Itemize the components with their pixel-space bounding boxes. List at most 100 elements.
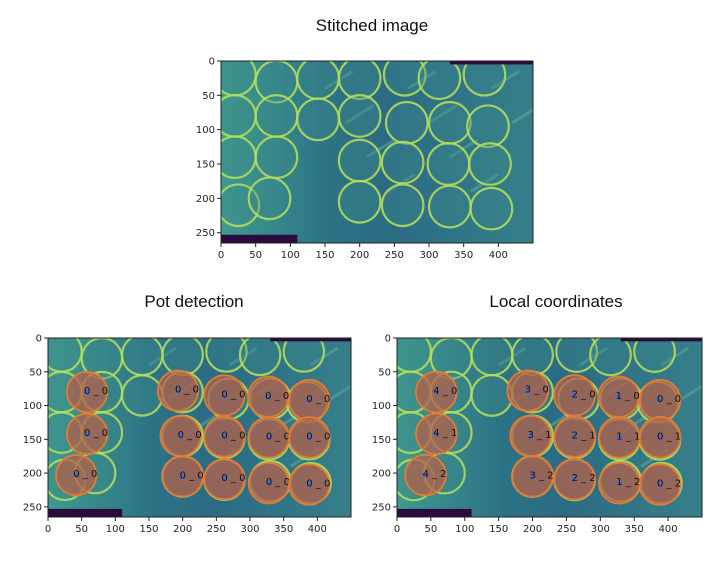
pot-ring: [337, 138, 382, 183]
y-tick-label: 250: [196, 228, 215, 239]
pot-label: 0 _ 0: [266, 431, 290, 442]
pot-ring: [470, 338, 514, 377]
plot-area: 0 50 100 150 200 250 300 350 400 0 50 100 150 200 250: [196, 57, 534, 261]
y-tick-label: 100: [23, 401, 42, 412]
pot-ring: [397, 338, 432, 373]
leaf-streak: [579, 346, 608, 367]
pot-detection: 0 _ 0: [203, 458, 246, 501]
x-tick-label: 200: [350, 250, 369, 261]
pot-detection: 0 _ 0: [247, 462, 290, 505]
pot-center-point: [175, 388, 181, 394]
pot-label: 0 _ 0: [84, 428, 108, 439]
pot-label: 0 _ 0: [221, 473, 245, 484]
pot-detection: 2 _ 2: [553, 457, 596, 501]
pot-detection: 0 _ 0: [156, 369, 200, 412]
pot-label: 4 _ 1: [433, 428, 457, 439]
pot-label: 0 _ 0: [180, 470, 204, 481]
pot-detection: 4 _ 2: [404, 453, 447, 497]
leaf-streak: [680, 384, 702, 401]
y-tick-label: 200: [23, 469, 42, 480]
pot-label: 0 _ 1: [657, 431, 681, 442]
pot-label: 1 _ 0: [616, 391, 640, 402]
x-tick-label: 0: [45, 524, 51, 535]
x-tick-label: 400: [308, 524, 327, 535]
pot-center-point: [530, 474, 535, 479]
pot-label: 4 _ 0: [433, 386, 457, 397]
pot-ring: [427, 100, 472, 145]
pot-center-point: [84, 431, 90, 437]
pot-ring: [221, 135, 257, 180]
pot-center-point: [306, 434, 312, 440]
x-tick-label: 300: [591, 524, 610, 535]
pot-detection: 0 _ 0: [55, 454, 98, 497]
pot-label: 0 _ 0: [306, 394, 330, 405]
x-tick-label: 50: [75, 524, 88, 535]
pot-label: 0 _ 0: [306, 431, 330, 442]
pot-ring: [511, 338, 554, 377]
y-tick-label: 150: [372, 435, 391, 446]
pot-label: 2 _ 2: [572, 473, 596, 484]
pot-detection: 0 _ 0: [159, 414, 202, 458]
pot-detection: 3 _ 2: [511, 455, 554, 498]
leaf-streak: [469, 173, 500, 193]
pot-center-point: [222, 434, 227, 440]
x-tick-label: 350: [454, 250, 473, 261]
pot-label: 2 _ 0: [572, 389, 596, 400]
leaf-streak: [511, 108, 533, 125]
pot-label: 3 _ 1: [528, 430, 552, 441]
pot-label: 0 _ 0: [306, 479, 330, 490]
pot-label: 3 _ 2: [530, 470, 554, 481]
mask-top: [449, 61, 533, 65]
leaf-streak: [345, 104, 375, 125]
leaf-streak: [428, 104, 458, 125]
x-tick-label: 50: [249, 250, 262, 261]
pot-ring: [426, 142, 471, 186]
pot-detection: 0 _ 0: [65, 370, 109, 414]
y-tick-label: 200: [372, 469, 391, 480]
pot-label: 1 _ 1: [616, 431, 640, 442]
x-tick-label: 150: [139, 524, 158, 535]
mask-top: [620, 338, 702, 342]
pot-detection: 0 _ 0: [203, 374, 246, 417]
x-tick-label: 250: [557, 524, 576, 535]
pot-ring: [469, 186, 514, 231]
pot-detection: 0 _ 0: [247, 416, 290, 459]
pot-ring: [380, 140, 425, 185]
pot-ring: [254, 94, 299, 138]
pot-detection: 0 _ 2: [638, 463, 682, 506]
pot-detection: 4 _ 0: [415, 370, 458, 414]
pot-ring: [337, 179, 382, 224]
x-tick-label: 200: [173, 524, 192, 535]
plot-frame: [220, 60, 534, 244]
pot-label: 0 _ 0: [221, 431, 245, 442]
pot-ring: [120, 338, 164, 377]
pot-center-point: [616, 434, 622, 440]
y-tick-label: 100: [372, 401, 391, 412]
pot-detection: 0 _ 1: [638, 416, 682, 459]
mask-bottom-inner: [397, 512, 472, 517]
pot-ring: [238, 338, 282, 377]
pot-ring: [633, 338, 676, 373]
pot-ring: [282, 338, 326, 373]
plot-frame: [47, 337, 352, 518]
x-tick-label: 0: [218, 250, 224, 261]
pot-label: 0 _ 0: [84, 386, 108, 397]
y-tick-label: 250: [372, 502, 391, 513]
y-tick-label: 250: [23, 502, 42, 513]
y-tick-label: 150: [196, 160, 215, 171]
plot-frame: [396, 337, 703, 518]
mask-bottom-inner: [221, 238, 298, 243]
pot-detection: 0 _ 0: [65, 412, 109, 456]
pot-center-point: [657, 434, 663, 440]
pot-center-point: [528, 433, 533, 439]
panel-local-coordinates: Local coordinates 4 _ 0 3 _ 0 2 _ 0 1 _ 0 0 …: [372, 292, 703, 535]
pot-ring: [468, 142, 512, 186]
pot-center-point: [657, 397, 663, 403]
y-tick-label: 50: [202, 91, 215, 102]
pot-label: 1 _ 2: [616, 477, 640, 488]
pot-ring: [380, 183, 425, 228]
x-tick-label: 150: [489, 524, 508, 535]
pot-label: 0 _ 2: [657, 479, 681, 490]
